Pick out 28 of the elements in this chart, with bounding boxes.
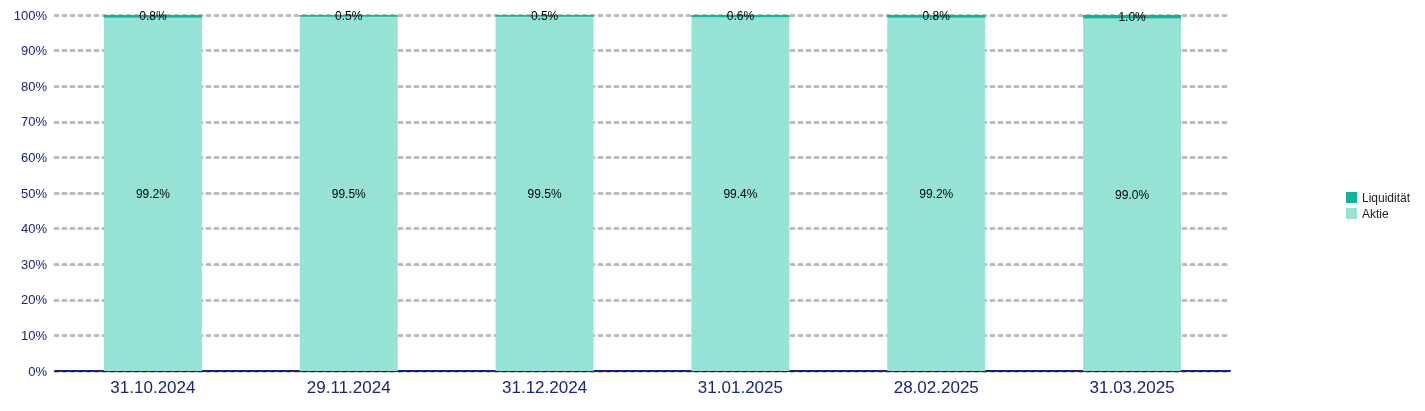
x-tick-label: 31.03.2025 <box>1089 378 1175 397</box>
legend-label: Liquidität <box>1361 190 1411 205</box>
y-tick-label: 10% <box>20 327 48 343</box>
legend-label: Aktie <box>1361 206 1389 221</box>
y-tick-label: 100% <box>13 7 48 23</box>
x-tick-label: 28.02.2025 <box>893 378 979 397</box>
y-tick-label: 80% <box>20 78 48 94</box>
data-label: 99.5% <box>527 186 562 201</box>
y-tick-label: 90% <box>20 43 48 59</box>
y-tick-label: 40% <box>20 221 48 237</box>
y-tick-label: 70% <box>20 114 48 130</box>
y-tick-label: 0% <box>28 363 48 379</box>
x-tick-label: 31.10.2024 <box>110 378 196 397</box>
y-tick-label: 30% <box>20 256 48 272</box>
y-tick-label: 60% <box>20 149 48 165</box>
y-tick-label: 50% <box>20 185 48 201</box>
data-label: 99.0% <box>1115 187 1150 202</box>
data-label: 99.5% <box>331 186 367 201</box>
x-tick-label: 29.11.2024 <box>306 378 391 397</box>
x-tick-label: 31.12.2024 <box>502 378 588 397</box>
data-label: 0.8% <box>139 9 167 24</box>
x-tick-label: 31.01.2025 <box>697 378 783 397</box>
data-label: 99.2% <box>919 187 954 202</box>
data-label: 99.4% <box>723 187 758 202</box>
data-label: 1.0% <box>1118 9 1147 24</box>
data-label: 99.2% <box>135 187 171 202</box>
y-tick-label: 20% <box>20 292 48 308</box>
data-label: 0.8% <box>922 9 951 24</box>
